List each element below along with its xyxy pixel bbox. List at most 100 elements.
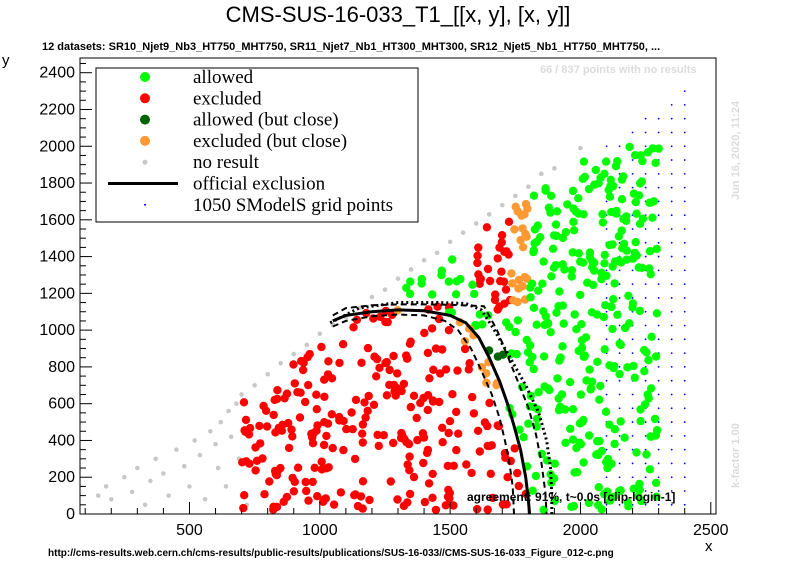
point-excluded bbox=[358, 477, 368, 486]
point-allowed bbox=[574, 194, 583, 203]
point-allowed bbox=[578, 174, 587, 183]
source-url: http://cms-results.web.cern.ch/cms-resul… bbox=[48, 548, 614, 559]
point-excluded bbox=[363, 343, 373, 353]
point-excluded bbox=[327, 374, 337, 383]
point-excluded bbox=[373, 430, 382, 440]
point-excluded bbox=[444, 326, 454, 335]
grid-point bbox=[605, 200, 608, 203]
legend-label-excluded-close: excluded (but close) bbox=[193, 131, 347, 152]
point-allowed bbox=[604, 185, 613, 195]
grid-point bbox=[605, 310, 608, 313]
point-allowed bbox=[637, 263, 647, 272]
exclusion-curves-layer bbox=[329, 301, 554, 515]
legend-dot-excluded-close bbox=[140, 135, 150, 146]
point-allowed-close bbox=[498, 350, 508, 359]
grid-point bbox=[670, 421, 673, 423]
point-excluded bbox=[282, 492, 292, 502]
point-allowed bbox=[614, 232, 624, 241]
point-excluded bbox=[240, 491, 249, 500]
grid-point bbox=[670, 407, 673, 410]
point-allowed bbox=[615, 486, 624, 496]
point-allowed bbox=[634, 492, 643, 501]
point-excluded bbox=[265, 477, 274, 486]
no-result-point bbox=[486, 211, 492, 217]
point-allowed bbox=[553, 374, 562, 383]
point-allowed bbox=[527, 279, 537, 288]
grid-point bbox=[670, 379, 673, 382]
point-excluded bbox=[503, 473, 512, 482]
point-allowed bbox=[532, 422, 541, 431]
point-excluded bbox=[420, 328, 429, 338]
point-excluded bbox=[491, 290, 500, 299]
no-result-point bbox=[197, 452, 203, 458]
point-excluded bbox=[372, 372, 381, 381]
grid-point bbox=[644, 448, 647, 451]
point-excluded bbox=[308, 477, 317, 487]
point-excluded bbox=[420, 497, 430, 507]
point-excluded bbox=[429, 365, 438, 374]
point-allowed bbox=[574, 249, 584, 258]
point-excluded bbox=[431, 344, 441, 353]
grid-point bbox=[605, 283, 608, 286]
grid-point bbox=[683, 172, 686, 175]
point-excluded bbox=[374, 441, 383, 451]
point-excluded bbox=[242, 457, 251, 466]
no-result-point bbox=[226, 408, 231, 414]
point-allowed bbox=[417, 279, 426, 288]
legend-label-grid-point: 1050 SModelS grid points bbox=[193, 195, 393, 216]
point-allowed bbox=[646, 384, 656, 393]
grid-point bbox=[670, 283, 673, 286]
point-excluded bbox=[487, 441, 496, 450]
grid-point bbox=[644, 131, 647, 134]
no-result-point bbox=[499, 202, 505, 208]
point-allowed bbox=[635, 179, 645, 188]
grid-point bbox=[618, 366, 621, 368]
point-excluded bbox=[335, 358, 344, 368]
x-tick-label: 500 bbox=[176, 522, 203, 539]
grid-point bbox=[605, 269, 608, 272]
grid-point bbox=[683, 379, 686, 382]
point-allowed bbox=[548, 244, 558, 253]
point-allowed bbox=[546, 208, 555, 217]
grid-point bbox=[605, 434, 608, 437]
point-excluded bbox=[472, 504, 482, 514]
point-allowed bbox=[549, 231, 559, 240]
point-allowed bbox=[475, 310, 484, 319]
point-excluded bbox=[449, 461, 458, 470]
point-allowed bbox=[519, 433, 528, 442]
point-excluded bbox=[497, 267, 506, 276]
point-allowed bbox=[573, 468, 582, 477]
point-allowed bbox=[587, 308, 597, 317]
point-excluded bbox=[428, 493, 437, 502]
point-allowed bbox=[568, 405, 578, 414]
no-result-point bbox=[135, 465, 140, 471]
point-allowed bbox=[596, 381, 605, 391]
point-allowed bbox=[551, 261, 560, 270]
point-excluded bbox=[290, 477, 299, 487]
no-result-point bbox=[395, 276, 401, 281]
grid-point bbox=[631, 172, 634, 175]
point-allowed bbox=[513, 316, 523, 325]
point-allowed bbox=[603, 487, 612, 496]
point-excluded bbox=[381, 317, 390, 327]
point-excluded bbox=[369, 400, 379, 409]
grid-point bbox=[683, 310, 686, 313]
grid-point bbox=[631, 228, 634, 230]
point-allowed bbox=[625, 142, 634, 152]
point-excluded bbox=[412, 413, 421, 423]
point-excluded bbox=[438, 423, 447, 432]
no-result-point bbox=[526, 184, 531, 190]
point-allowed bbox=[631, 237, 640, 247]
grid-point bbox=[683, 159, 686, 161]
point-excluded bbox=[320, 375, 329, 384]
grid-point bbox=[683, 131, 686, 134]
grid-point bbox=[670, 159, 673, 161]
no-result-point bbox=[408, 267, 414, 272]
point-allowed bbox=[649, 197, 659, 206]
point-allowed bbox=[624, 291, 633, 300]
grid-point bbox=[618, 283, 621, 286]
no-result-point bbox=[108, 496, 114, 502]
point-allowed bbox=[605, 192, 615, 201]
point-allowed bbox=[598, 210, 607, 219]
point-allowed bbox=[579, 458, 588, 467]
